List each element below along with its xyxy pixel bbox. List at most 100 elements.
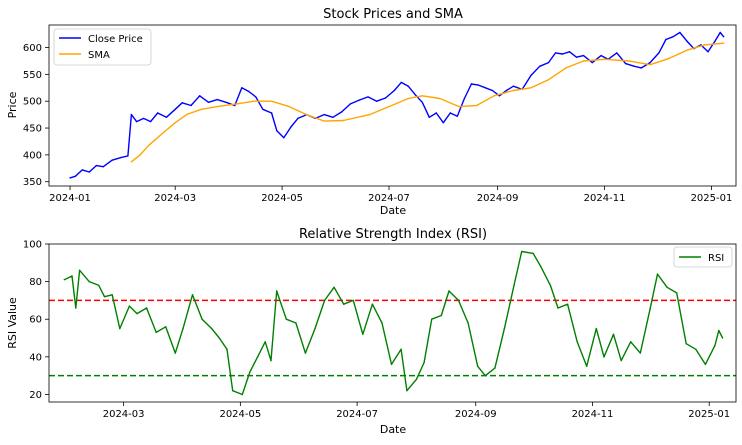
x-tick-label: 2025-01	[691, 193, 733, 204]
data-point-close-price	[190, 104, 192, 107]
price-legend-label-sma: SMA	[88, 50, 110, 61]
data-point-rsi	[323, 299, 326, 302]
data-point-close-price	[616, 52, 618, 54]
data-point-close-price	[591, 61, 593, 64]
data-point-close-price	[241, 87, 243, 89]
data-point-rsi	[649, 309, 651, 311]
data-point-sma	[512, 89, 515, 92]
data-point-sma	[547, 79, 550, 81]
data-point-sma	[186, 113, 189, 115]
data-point-close-price	[165, 116, 168, 119]
y-tick-label: 500	[23, 97, 42, 108]
data-point-rsi	[111, 294, 113, 296]
data-point-close-price	[283, 137, 285, 139]
data-point-sma	[439, 97, 441, 100]
data-point-rsi	[586, 365, 588, 367]
data-point-close-price	[633, 65, 636, 68]
y-tick-label: 100	[23, 240, 42, 251]
data-point-close-price	[225, 101, 227, 104]
data-point-rsi	[165, 326, 167, 328]
data-point-rsi	[270, 359, 272, 362]
data-point-close-price	[414, 94, 416, 96]
data-point-rsi	[211, 327, 213, 330]
data-point-sma	[200, 108, 203, 111]
data-point-close-price	[234, 104, 236, 107]
rsi-legend-box	[673, 246, 733, 268]
y-tick-label: 400	[23, 150, 42, 161]
data-point-close-price	[539, 65, 541, 68]
y-tick-label: 80	[29, 277, 42, 288]
data-point-sma	[475, 104, 478, 107]
data-point-rsi	[218, 337, 220, 339]
data-point-rsi	[201, 318, 203, 320]
data-point-rsi	[78, 269, 81, 271]
data-point-rsi	[448, 290, 450, 292]
data-point-rsi	[75, 307, 77, 309]
data-point-rsi	[513, 284, 515, 287]
data-point-close-price	[554, 52, 557, 54]
price-chart: Stock Prices and SMA 2024-01 2024-03 2024-…	[6, 7, 737, 217]
series-line-close-price	[69, 31, 725, 179]
data-point-close-price	[199, 95, 201, 97]
data-point-close-price	[484, 87, 487, 89]
data-point-close-price	[276, 130, 278, 132]
x-tick-label: 2024-03	[103, 409, 145, 420]
data-point-close-price	[463, 97, 466, 100]
data-point-rsi	[457, 299, 460, 302]
series-line-rsi	[63, 250, 724, 396]
data-point-rsi	[98, 284, 100, 287]
data-point-rsi	[666, 286, 668, 288]
rsi-legend-label: RSI	[708, 253, 724, 264]
data-point-rsi	[285, 318, 287, 320]
data-point-rsi	[676, 292, 678, 294]
data-point-rsi	[155, 331, 157, 334]
data-point-rsi	[484, 375, 486, 377]
data-point-rsi	[71, 275, 73, 277]
data-point-close-price	[69, 177, 71, 179]
y-tick-label: 550	[23, 70, 42, 81]
data-point-close-price	[367, 96, 369, 98]
price-chart-frame	[48, 24, 737, 187]
data-point-close-price	[686, 40, 688, 42]
data-point-rsi	[595, 327, 597, 330]
data-point-sma	[407, 97, 409, 100]
data-point-close-price	[568, 51, 571, 53]
y-tick-label: 350	[23, 177, 42, 188]
data-point-sma	[139, 154, 141, 156]
price-chart-legend: Close Price SMA	[53, 28, 152, 66]
data-point-close-price	[358, 99, 360, 101]
data-point-sma	[582, 60, 585, 62]
data-point-close-price	[149, 120, 152, 123]
data-point-sma	[628, 60, 630, 62]
data-point-rsi	[103, 296, 106, 298]
y-tick-label: 60	[29, 315, 42, 326]
x-tick-label: 2024-03	[154, 193, 196, 204]
data-point-close-price	[640, 67, 643, 69]
data-point-sma	[130, 161, 133, 163]
data-point-close-price	[547, 61, 550, 64]
data-point-rsi	[431, 318, 433, 320]
data-point-close-price	[216, 98, 218, 101]
data-point-close-price	[672, 36, 674, 38]
data-point-close-price	[449, 112, 451, 114]
data-point-rsi	[415, 378, 418, 381]
data-point-rsi	[249, 371, 251, 373]
data-point-rsi	[295, 322, 297, 324]
data-point-rsi	[721, 337, 724, 339]
data-point-close-price	[714, 40, 716, 42]
data-point-sma	[323, 120, 325, 122]
data-point-close-price	[157, 112, 159, 114]
data-point-close-price	[384, 97, 387, 99]
x-tick-label: 2024-07	[336, 409, 378, 420]
data-point-close-price	[111, 159, 113, 161]
data-point-rsi	[119, 327, 121, 330]
data-point-rsi	[390, 363, 393, 366]
data-point-sma	[458, 105, 460, 108]
data-point-rsi	[343, 303, 345, 305]
data-point-rsi	[256, 356, 259, 358]
data-point-rsi	[540, 265, 542, 268]
data-point-rsi	[191, 294, 194, 296]
y-tick-label: 600	[23, 43, 42, 54]
data-point-close-price	[349, 103, 352, 105]
